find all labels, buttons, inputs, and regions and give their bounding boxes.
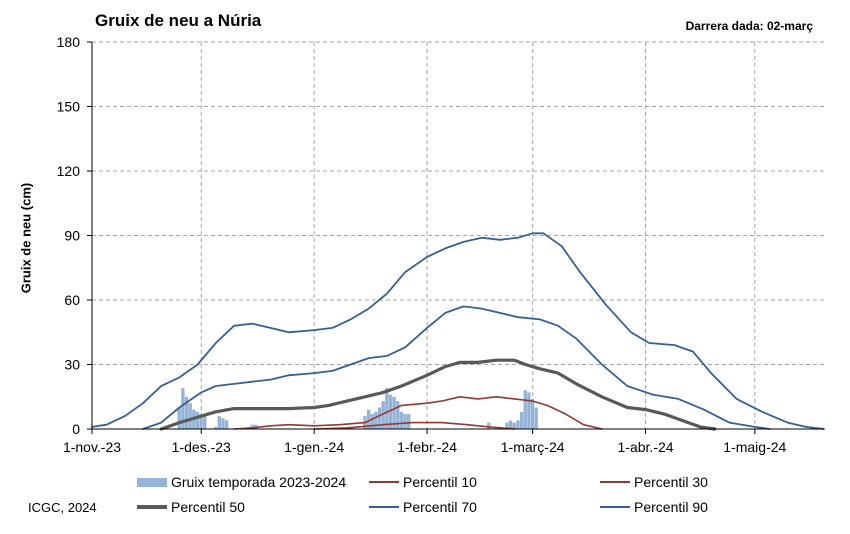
x-tick-label: 1-gen.-24 — [284, 439, 344, 455]
snow-depth-bar — [388, 394, 393, 429]
series-line-p50 — [159, 358, 717, 431]
legend-swatch — [600, 481, 630, 483]
snow-depth-bar — [516, 420, 520, 429]
snow-depth-bar — [221, 418, 225, 429]
x-tick-label: 1-maig-24 — [723, 439, 786, 455]
snow-depth-bar — [377, 407, 382, 429]
legend-swatch — [369, 506, 399, 508]
series-line-p70 — [142, 305, 771, 430]
snow-depth-bar — [512, 422, 516, 429]
x-tick-label: 1-des.-23 — [172, 439, 231, 455]
snow-depth-bar — [381, 401, 385, 429]
y-tick-label: 60 — [64, 292, 80, 308]
snow-depth-bar — [534, 407, 538, 429]
snow-depth-bar — [203, 416, 207, 429]
snow-depth-bar — [399, 411, 404, 429]
snow-depth-bar — [396, 401, 400, 429]
x-tick-label: 1-març-24 — [501, 439, 565, 455]
snow-depth-bar — [523, 390, 527, 429]
legend-swatch — [137, 505, 167, 509]
y-tick-label: 30 — [64, 357, 80, 373]
legend-label: Percentil 90 — [634, 499, 708, 515]
y-tick-label: 180 — [57, 34, 81, 50]
snow-depth-bar — [385, 388, 389, 429]
snow-depth-bar — [505, 422, 509, 429]
snow-depth-bar — [188, 403, 192, 429]
snow-depth-bar — [224, 420, 229, 429]
snow-depth-bar — [250, 424, 254, 429]
snow-depth-bar — [370, 413, 374, 429]
y-tick-label: 150 — [57, 99, 81, 115]
snow-depth-bar — [366, 409, 371, 429]
legend-label: Percentil 30 — [634, 474, 708, 490]
x-tick-label: 1-febr.-24 — [397, 439, 457, 455]
snow-depth-bar — [527, 392, 531, 429]
snow-depth-bar — [392, 396, 396, 429]
last-data-date: Darrera dada: 02-març — [685, 19, 813, 33]
snow-depth-bar — [214, 426, 218, 429]
y-tick-label: 90 — [64, 228, 80, 244]
legend-label: Percentil 10 — [403, 474, 477, 490]
grid-lines — [92, 41, 824, 429]
legend-label: Percentil 70 — [403, 499, 477, 515]
snow-depth-bar — [181, 388, 185, 429]
legend-swatch — [369, 481, 399, 483]
legend-item-p70: Percentil 70 — [369, 499, 477, 515]
season-bars — [177, 388, 538, 429]
series-line-p30 — [313, 421, 516, 430]
legend-item-p90: Percentil 90 — [600, 499, 708, 515]
y-tick-label: 0 — [72, 421, 80, 437]
snow-depth-bar — [177, 407, 181, 429]
snow-depth-bar — [199, 413, 203, 429]
snow-depth-bar — [487, 422, 491, 429]
x-tick-label: 1-nov.-23 — [63, 439, 121, 455]
snow-depth-bar — [374, 411, 378, 429]
legend-swatch — [137, 477, 167, 487]
snow-depth-bar — [530, 398, 535, 429]
legend-item-p30: Percentil 30 — [600, 474, 708, 490]
axes: 0 30 60 90 120 150 180 1-nov.-23 1-des.-23 1-gen.… — [57, 34, 824, 455]
chart-title: Gruix de neu a Núria — [95, 11, 262, 30]
snow-depth-bar — [217, 416, 221, 429]
legend-item-p10: Percentil 10 — [369, 474, 477, 490]
legend-label: Percentil 50 — [171, 499, 245, 515]
legend-item-p50: Percentil 50 — [137, 499, 245, 515]
y-axis-label: Gruix de neu (cm) — [18, 182, 34, 294]
snow-depth-bar — [195, 411, 200, 429]
credit-text: ICGC, 2024 — [28, 500, 97, 515]
snow-depth-bar — [508, 420, 513, 429]
snow-depth-bar — [184, 396, 189, 429]
snow-depth-bar — [403, 413, 407, 429]
x-tick-label: 1-abr.-24 — [618, 439, 674, 455]
series-line-p10 — [233, 396, 603, 430]
y-tick-label: 120 — [57, 163, 81, 179]
legend-item-season: Gruix temporada 2023-2024 — [137, 474, 346, 490]
series-line-p90 — [91, 232, 825, 430]
legend-swatch — [600, 506, 630, 508]
percentile-lines — [91, 232, 825, 431]
snow-depth-bar — [407, 413, 411, 429]
legend-label: Gruix temporada 2023-2024 — [171, 474, 347, 490]
snow-depth-bar — [519, 411, 524, 429]
